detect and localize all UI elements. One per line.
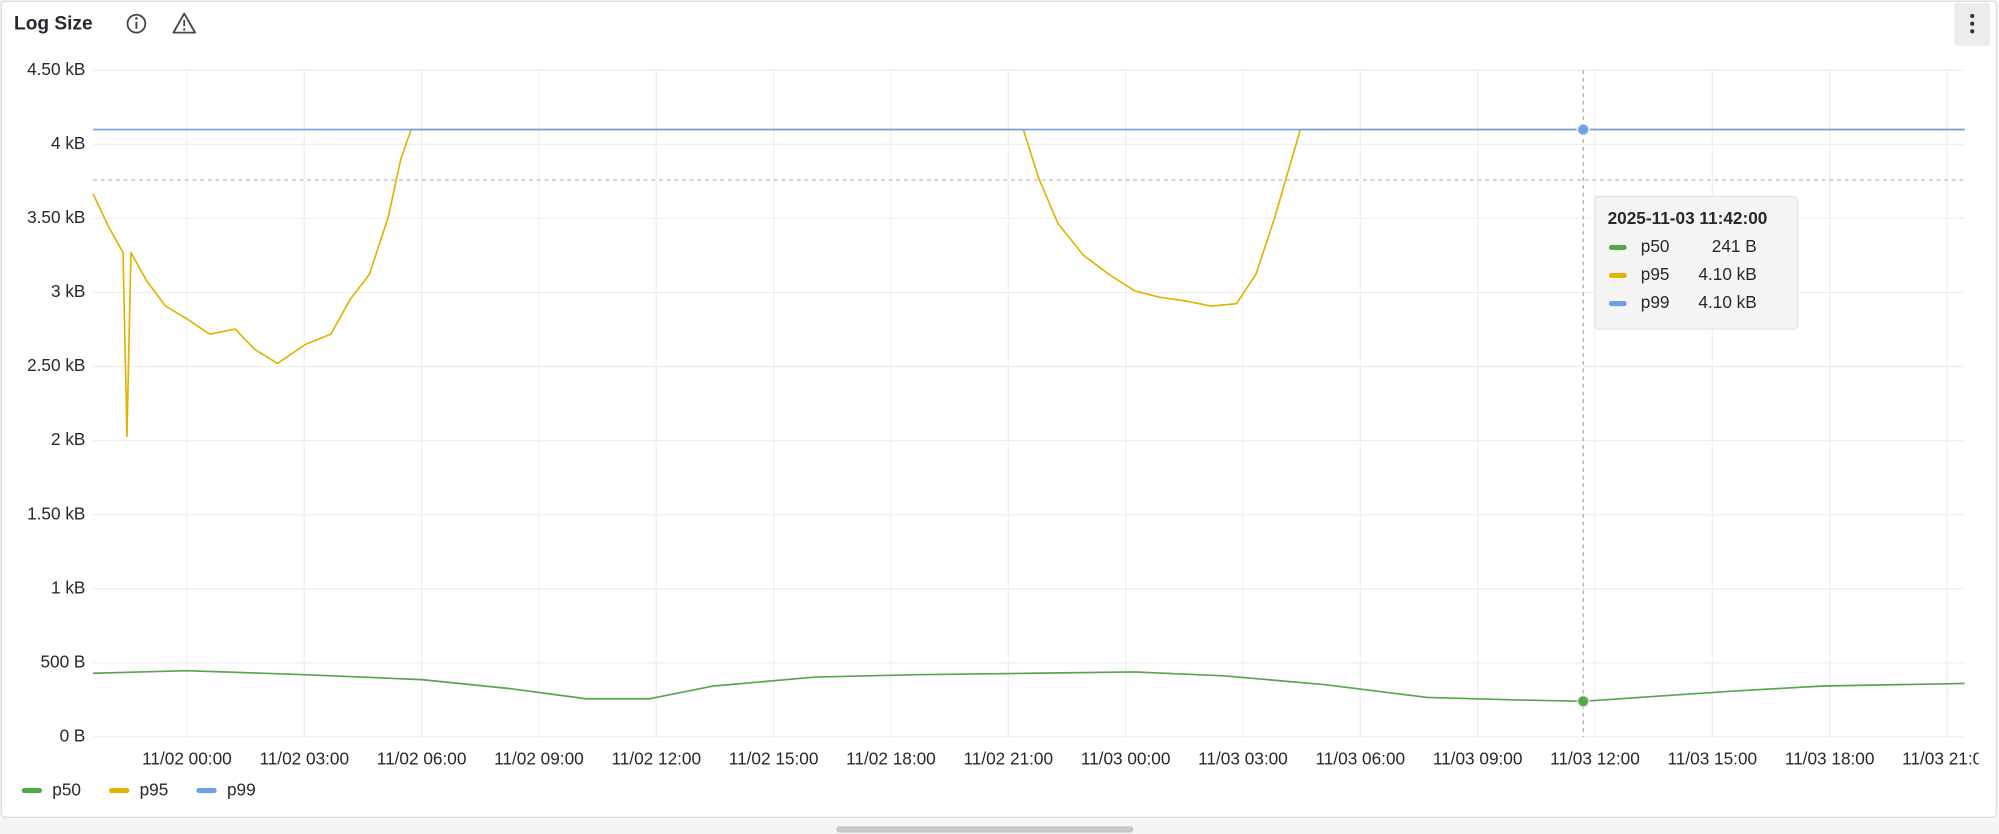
tooltip-swatch <box>1608 244 1627 250</box>
scrollbar[interactable] <box>836 826 1134 833</box>
tooltip-value: 241 B <box>1712 236 1757 256</box>
x-tick-label: 11/03 18:00 <box>1785 748 1875 768</box>
y-tick-label: 3.50 kB <box>27 207 85 227</box>
hover-point <box>1576 694 1590 708</box>
info-icon[interactable] <box>126 13 147 34</box>
legend-item[interactable]: p95 <box>109 780 168 800</box>
y-tick-label: 500 B <box>40 651 85 671</box>
panel-title: Log Size <box>14 13 93 34</box>
y-tick-label: 4 kB <box>51 133 85 153</box>
tooltip-swatch <box>1608 300 1627 307</box>
tooltip-time: 2025-11-03 11:42:00 <box>1608 208 1768 228</box>
y-tick-label: 2 kB <box>51 429 85 449</box>
legend-item[interactable]: p50 <box>21 780 81 800</box>
warning-icon[interactable] <box>172 12 196 34</box>
tooltip: 2025-11-03 11:42:00 p50 241 B p95 4.10 kB p99… <box>1594 195 1799 330</box>
tooltip-value: 4.10 kB <box>1698 292 1756 312</box>
tooltip-name: p99 <box>1641 292 1670 312</box>
legend-swatch <box>21 787 43 794</box>
tooltip-name: p95 <box>1641 264 1670 284</box>
x-tick-label: 11/02 00:00 <box>142 748 232 768</box>
legend-item[interactable]: p99 <box>196 780 256 800</box>
series-line <box>92 128 1965 438</box>
x-tick-label: 11/02 15:00 <box>729 748 819 768</box>
tooltip-swatch <box>1608 272 1627 279</box>
x-tick-label: 11/03 09:00 <box>1433 748 1523 768</box>
hover-point <box>1576 122 1590 137</box>
series-line <box>93 669 1965 703</box>
x-tick-label: 11/02 03:00 <box>259 748 349 768</box>
legend-swatch <box>196 787 217 794</box>
x-tick-label: 11/03 06:00 <box>1315 748 1405 768</box>
x-tick-label: 11/02 06:00 <box>377 748 467 768</box>
y-tick-label: 3 kB <box>51 281 85 301</box>
legend: p50 p95 p99 <box>21 780 256 800</box>
y-tick-label: 0 B <box>60 726 86 746</box>
tooltip-box <box>1594 195 1799 330</box>
legend-label: p50 <box>52 780 81 800</box>
x-tick-label: 11/03 03:00 <box>1198 748 1288 768</box>
x-tick-label: 11/03 15:00 <box>1668 748 1758 768</box>
y-tick-label: 2.50 kB <box>27 355 85 375</box>
x-tick-label: 11/03 21:00 <box>1902 748 1992 768</box>
x-tick-label: 11/02 09:00 <box>494 748 584 768</box>
x-tick-label: 11/03 00:00 <box>1081 748 1171 768</box>
legend-label: p99 <box>227 780 256 800</box>
x-tick-label: 11/02 21:00 <box>963 748 1053 768</box>
x-tick-label: 11/02 18:00 <box>846 748 936 768</box>
x-tick-label: 11/02 12:00 <box>611 748 701 768</box>
y-tick-label: 4.50 kB <box>27 59 85 79</box>
y-tick-label: 1 kB <box>51 577 85 597</box>
tooltip-value: 4.10 kB <box>1698 264 1756 284</box>
tooltip-name: p50 <box>1641 236 1670 256</box>
y-tick-label: 1.50 kB <box>27 503 85 523</box>
legend-label: p95 <box>140 780 169 800</box>
panel-menu[interactable] <box>1954 2 1991 47</box>
x-tick-label: 11/03 12:00 <box>1550 748 1640 768</box>
legend-swatch <box>109 787 130 794</box>
